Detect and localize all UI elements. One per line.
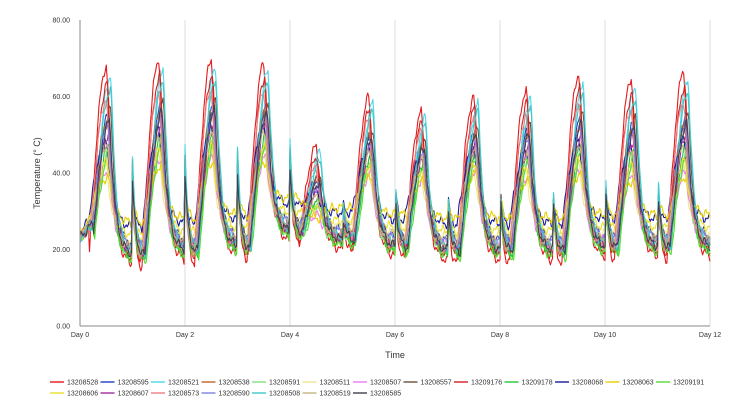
legend-label: 13208507: [370, 380, 401, 387]
y-tick-label: 0.00: [56, 324, 70, 331]
legend-label: 13208508: [269, 391, 300, 398]
series-line: [79, 104, 711, 258]
legend-label: 13208068: [572, 380, 603, 387]
x-tick-label: Day 12: [699, 332, 721, 339]
x-tick-label: Day 4: [281, 332, 299, 339]
series-layer: [79, 59, 711, 272]
legend-label: 13209191: [673, 380, 704, 387]
axes-layer: [79, 20, 710, 327]
legend-label: 13208063: [623, 380, 654, 387]
legend-label: 13208557: [421, 380, 452, 387]
legend-label: 13208511: [320, 380, 351, 387]
y-tick-label: 20.00: [52, 247, 70, 254]
x-tick-labels: Day 0 Day 2 Day 4 Day 6 Day 8 Day 10 Day 12: [71, 332, 721, 339]
legend-label: 13208606: [67, 391, 98, 398]
legend-label: 13209178: [522, 380, 553, 387]
x-tick-label: Day 8: [491, 332, 509, 339]
legend-label: 13208591: [269, 380, 300, 387]
legend-label: 13208521: [168, 380, 199, 387]
legend-label: 13208538: [219, 380, 250, 387]
y-tick-label: 80.00: [52, 18, 70, 25]
y-tick-label: 60.00: [52, 94, 70, 101]
y-tick-label: 40.00: [52, 171, 70, 178]
x-axis-title: Time: [385, 350, 405, 360]
x-tick-label: Day 2: [176, 332, 194, 339]
legend-label: 13208519: [320, 391, 351, 398]
legend-label: 13208528: [67, 380, 98, 387]
legend-label: 13209176: [471, 380, 502, 387]
legend-label: 13208585: [370, 391, 401, 398]
legend-label: 13208590: [219, 391, 250, 398]
x-tick-label: Day 6: [386, 332, 404, 339]
x-tick-label: Day 0: [71, 332, 89, 339]
x-tick-label: Day 10: [594, 332, 616, 339]
legend-label: 13208573: [168, 391, 199, 398]
y-axis-title: Temperature (° C): [32, 137, 42, 209]
legend: 13208528 13208595 13208521 13208538 13208591…: [50, 380, 704, 398]
grid-layer: [184, 20, 711, 326]
y-tick-labels: 0.00 20.00 40.00 60.00 80.00: [52, 18, 70, 331]
legend-label: 13208595: [118, 380, 149, 387]
legend-label: 13208607: [118, 391, 149, 398]
